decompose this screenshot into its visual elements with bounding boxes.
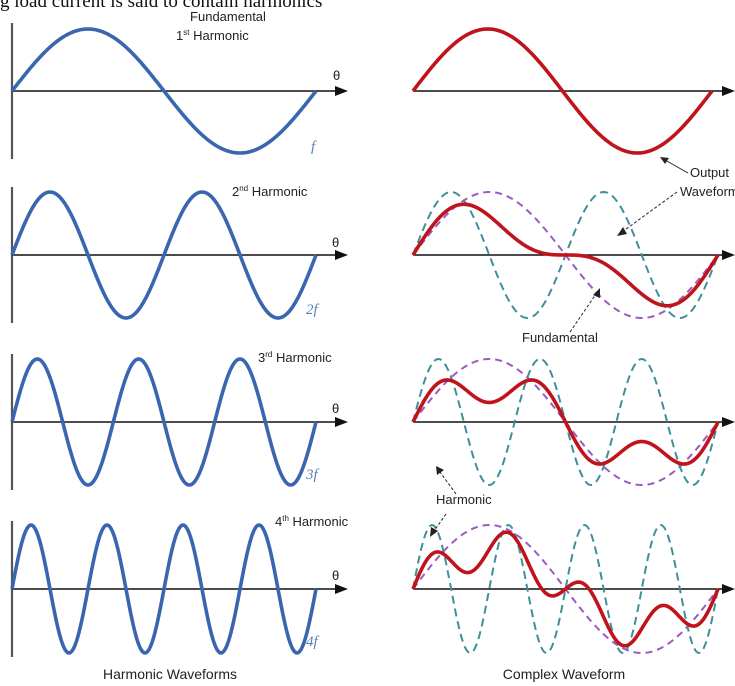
waveform-annotation: Waveform	[680, 184, 735, 199]
harmonic-1-label: 1st Harmonic	[176, 28, 249, 43]
harmonic-2-label: 2nd Harmonic	[232, 184, 308, 199]
waveform-arrow	[621, 191, 678, 233]
harmonic-waveforms-column	[10, 23, 348, 657]
header-text: g load current is said to contain harmon…	[0, 0, 322, 12]
harmonic-3-wave	[10, 357, 318, 487]
left-axis-arrow-2	[335, 250, 348, 260]
right-axis-arrow-4	[722, 584, 735, 594]
output-wave-2	[411, 202, 720, 308]
caption-complex-waveform: Complex Waveform	[503, 666, 625, 682]
right-axis-arrow-1	[722, 86, 735, 96]
left-axis-arrow-1	[335, 86, 348, 96]
annotation-arrows	[430, 157, 689, 537]
right-axis-arrow-3	[722, 417, 735, 427]
left-axis-arrow-3	[335, 417, 348, 427]
freq-label-2: 2f	[306, 302, 320, 318]
output-arrowhead	[660, 157, 669, 164]
fundamental-label: Fundamental	[190, 9, 266, 24]
theta-label-2: θ	[332, 235, 339, 250]
waveform-arrowhead	[617, 227, 627, 236]
harmonic-arrow-4	[433, 513, 447, 532]
output-wave-3	[411, 378, 720, 466]
right-axis-arrow-2	[722, 250, 735, 260]
freq-label-4: 4f	[306, 634, 320, 650]
harmonic-arrowhead	[436, 466, 444, 475]
theta-label-3: θ	[332, 401, 339, 416]
output-annotation: Output	[690, 165, 729, 180]
harmonic-4-wave	[10, 523, 318, 655]
left-axis-arrow-4	[335, 584, 348, 594]
output-wave-1	[411, 27, 714, 155]
theta-label-1: θ	[333, 68, 340, 83]
harmonic-annotation: Harmonic	[436, 492, 492, 507]
harmonic-3-label: 3rd Harmonic	[258, 350, 332, 365]
harmonic-2-wave	[10, 190, 318, 320]
fundamental-arrow	[569, 293, 597, 333]
fundamental-annotation: Fundamental	[522, 330, 598, 345]
harmonic-4-label: 4th Harmonic	[275, 514, 349, 529]
output-arrow	[664, 159, 689, 174]
harmonic-arrowhead-4	[430, 527, 438, 537]
fundamental-arrowhead	[593, 288, 600, 298]
freq-label-1: f	[311, 139, 317, 155]
freq-label-3: 3f	[305, 467, 320, 483]
caption-harmonic-waveforms: Harmonic Waveforms	[103, 666, 237, 682]
theta-label-4: θ	[332, 568, 339, 583]
complex-waveforms-column	[411, 27, 735, 655]
output-wave-4	[411, 530, 720, 648]
harmonic-1-wave	[10, 27, 318, 155]
harmonic-arrow	[439, 471, 457, 495]
